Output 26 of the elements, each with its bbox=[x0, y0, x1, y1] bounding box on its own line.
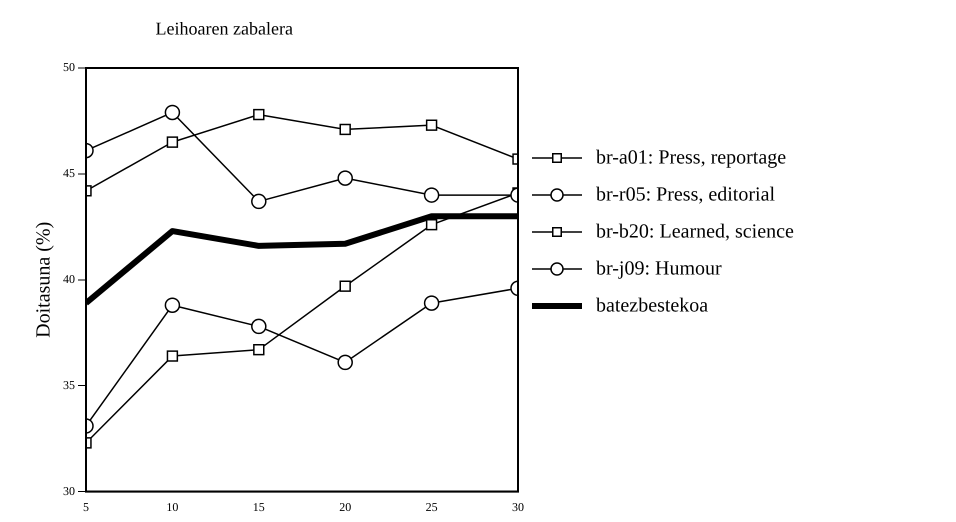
point bbox=[337, 170, 353, 186]
x-tick-label: 10 bbox=[166, 500, 178, 514]
x-tick-label: 5 bbox=[83, 500, 89, 514]
legend-label: batezbestekoa bbox=[596, 294, 708, 316]
legend-label: br-r05: Press, editorial bbox=[596, 183, 776, 206]
y-tick-label: 50 bbox=[63, 60, 75, 74]
y-tick-label: 45 bbox=[63, 166, 75, 180]
point bbox=[340, 124, 351, 136]
y-tick-label: 30 bbox=[63, 484, 75, 498]
y-tick-label: 40 bbox=[63, 272, 75, 286]
legend-label: br-a01: Press, reportage bbox=[596, 146, 786, 168]
x-tick-label: 25 bbox=[426, 500, 438, 514]
x-tick-label: 15 bbox=[252, 500, 265, 514]
point bbox=[337, 354, 353, 370]
x-tick-label: 20 bbox=[339, 500, 352, 514]
point bbox=[253, 344, 264, 356]
point bbox=[251, 194, 267, 210]
point bbox=[251, 318, 267, 334]
y-tick-label: 35 bbox=[63, 378, 75, 392]
legend-label: br-b20: Learned, science bbox=[596, 220, 794, 242]
point bbox=[253, 108, 264, 120]
x-tick-label: 30 bbox=[512, 500, 524, 514]
legend-label: br-j09: Humour bbox=[596, 257, 722, 280]
point bbox=[340, 280, 351, 292]
chart-title: Leihoaren zabalera bbox=[156, 18, 293, 39]
y-axis-title: Doitasuna (%) bbox=[32, 222, 54, 338]
